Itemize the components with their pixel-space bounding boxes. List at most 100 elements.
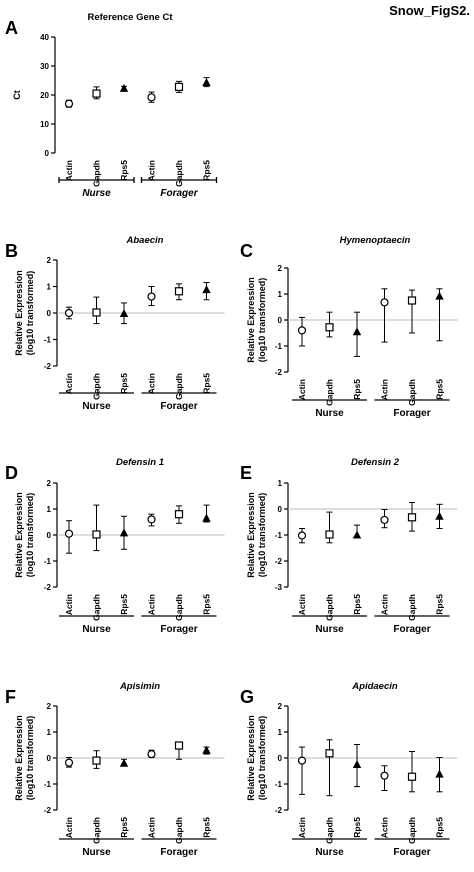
x-tick-label: Gapdh xyxy=(325,594,335,621)
group-label: Forager xyxy=(160,401,197,412)
x-tick-label: Gapdh xyxy=(407,379,417,406)
x-tick-label: Gapdh xyxy=(325,817,335,844)
x-tick-label: Rps5 xyxy=(352,594,362,615)
data-point-square xyxy=(174,287,184,296)
y-tick-label: -2 xyxy=(44,362,52,371)
y-axis-label: (log10 transformed) xyxy=(257,716,267,801)
y-tick-label: -3 xyxy=(275,583,283,592)
data-point-triangle xyxy=(352,760,362,768)
data-point-square xyxy=(92,756,101,765)
x-tick-label: Rps5 xyxy=(202,160,212,181)
data-point-triangle xyxy=(435,769,444,778)
data-point-circle xyxy=(297,531,307,540)
x-tick-label: Gapdh xyxy=(325,379,335,406)
data-point-square xyxy=(325,323,334,332)
x-tick-label: Gapdh xyxy=(92,594,102,621)
data-point-circle xyxy=(147,749,156,759)
x-tick-label: Gapdh xyxy=(92,373,102,400)
group-label: Nurse xyxy=(315,624,344,635)
y-tick-label: 2 xyxy=(47,702,52,711)
chart-title: Apidaecin xyxy=(351,681,398,692)
y-tick-label: -2 xyxy=(275,557,283,566)
data-point-square xyxy=(325,749,334,758)
panel-letter: E xyxy=(240,463,252,483)
x-tick-label: Gapdh xyxy=(174,817,184,844)
group-label: Nurse xyxy=(315,408,344,419)
y-tick-label: 2 xyxy=(47,479,52,488)
data-point-circle xyxy=(64,758,74,767)
chart-title: Reference Gene Ct xyxy=(87,12,173,23)
data-point-triangle xyxy=(352,327,362,336)
data-point-square xyxy=(325,530,334,539)
y-axis-label: Relative Expression xyxy=(14,270,24,356)
x-tick-label: Actin xyxy=(297,594,307,615)
y-tick-label: 0 xyxy=(45,149,50,158)
y-axis-label: Relative Expression xyxy=(14,492,24,578)
data-point-square xyxy=(92,89,101,98)
data-point-triangle xyxy=(202,513,211,522)
group-label: Nurse xyxy=(82,188,111,199)
x-tick-label: Gapdh xyxy=(174,160,184,187)
y-tick-label: -1 xyxy=(275,531,283,540)
y-tick-label: -1 xyxy=(44,336,52,345)
group-label: Forager xyxy=(160,188,198,199)
data-point-circle xyxy=(64,99,74,108)
y-tick-label: 1 xyxy=(278,728,283,737)
chart-title: Apisimin xyxy=(119,681,160,692)
y-axis-label: (log10 transformed) xyxy=(25,493,35,578)
y-tick-label: 0 xyxy=(47,309,52,318)
x-tick-label: Rps5 xyxy=(119,594,129,615)
data-point-triangle xyxy=(119,309,129,318)
data-point-circle xyxy=(297,326,307,335)
group-label: Nurse xyxy=(82,847,111,858)
y-tick-label: 20 xyxy=(40,91,49,100)
data-point-square xyxy=(174,82,184,91)
x-tick-label: Actin xyxy=(64,160,74,181)
data-point-circle xyxy=(380,515,389,525)
panel-letter: D xyxy=(5,463,18,483)
y-tick-label: 0 xyxy=(278,316,283,325)
data-point-circle xyxy=(297,756,307,765)
data-point-circle xyxy=(380,298,389,307)
y-tick-label: 40 xyxy=(40,33,49,42)
chart-title: Abaecin xyxy=(126,235,164,246)
y-tick-label: 1 xyxy=(47,505,52,514)
panel-letter: F xyxy=(5,687,16,707)
x-tick-label: Rps5 xyxy=(202,373,212,394)
group-label: Forager xyxy=(393,847,430,858)
chart-title: Defensin 2 xyxy=(351,457,400,468)
x-tick-label: Gapdh xyxy=(92,160,102,187)
y-axis-label: (log10 transformed) xyxy=(25,271,35,356)
y-tick-label: -1 xyxy=(275,780,283,789)
data-point-triangle xyxy=(119,758,129,767)
y-axis-label: Relative Expression xyxy=(246,715,256,801)
y-tick-label: 10 xyxy=(40,120,49,129)
x-tick-label: Rps5 xyxy=(435,817,445,838)
data-point-square xyxy=(174,510,184,519)
chart-title: Defensin 1 xyxy=(116,457,164,468)
y-tick-label: 0 xyxy=(278,505,283,514)
x-tick-label: Actin xyxy=(64,373,74,394)
y-tick-label: -1 xyxy=(44,780,52,789)
x-tick-label: Rps5 xyxy=(119,373,129,394)
y-axis-label: Relative Expression xyxy=(246,492,256,578)
x-tick-label: Gapdh xyxy=(407,594,417,621)
x-tick-label: Actin xyxy=(297,379,307,400)
data-point-circle xyxy=(147,292,156,301)
x-tick-label: Rps5 xyxy=(119,160,129,181)
data-point-square xyxy=(407,513,417,522)
x-tick-label: Rps5 xyxy=(352,817,362,838)
x-tick-label: Actin xyxy=(64,817,74,838)
y-tick-label: -2 xyxy=(44,806,52,815)
data-point-square xyxy=(174,741,184,750)
x-tick-label: Actin xyxy=(380,817,390,838)
x-tick-label: Actin xyxy=(297,817,307,838)
y-tick-label: -2 xyxy=(275,368,283,377)
y-tick-label: 0 xyxy=(278,754,283,763)
x-tick-label: Actin xyxy=(380,594,390,615)
y-tick-label: -1 xyxy=(275,342,283,351)
chart-title: Hymenoptaecin xyxy=(340,235,411,246)
y-axis-label: Relative Expression xyxy=(246,277,256,363)
data-point-triangle xyxy=(202,285,211,294)
